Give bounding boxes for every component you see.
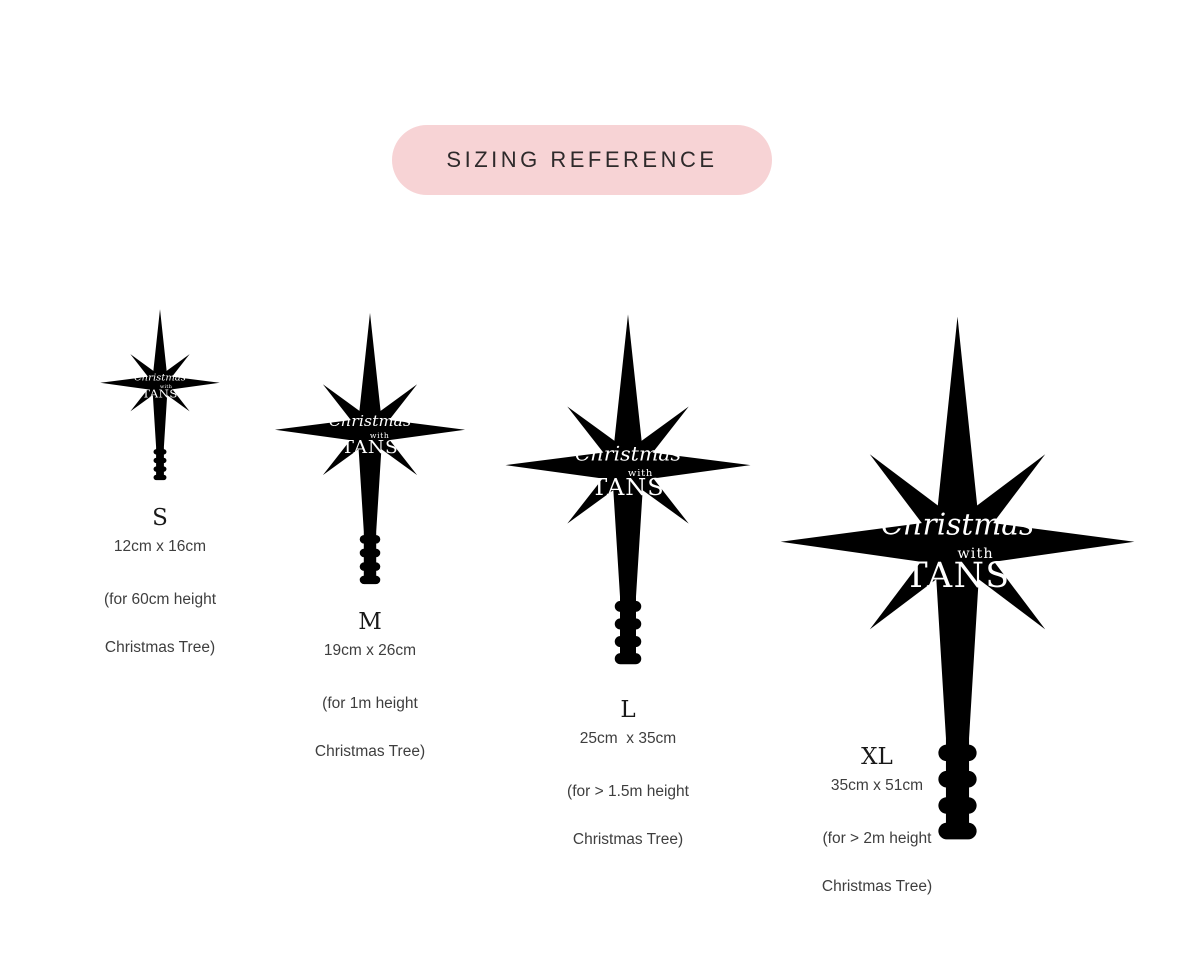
logo-christmas-text: Christmas [134,373,186,384]
size-note-line2: Christmas Tree) [104,639,216,656]
logo-with-text: with [628,468,653,479]
logo-christmas-text: Christmas [329,412,411,430]
size-dimensions: 25cm x 35cm [579,730,677,747]
size-m-label-block: M 19cm x 26cm (for 1m height Christmas T… [260,609,480,792]
size-note-line1: (for 60cm height [104,591,216,608]
size-letter: XL [861,744,893,770]
size-note-line2: Christmas Tree) [314,743,426,760]
size-letter: M [358,609,382,635]
size-note-line1: (for > 1.5m height [567,783,689,800]
logo-christmas-text: Christmas [575,442,681,466]
size-dimensions: 19cm x 26cm [323,642,417,659]
logo-tans-text: TANS [142,387,178,401]
sizing-reference-badge: SIZING REFERENCE [392,125,772,195]
size-xl-label-block: XL 35cm x 51cm (for > 2m height Christma… [767,744,987,927]
logo-christmas-text: Christmas [881,508,1034,542]
star-topper-m-icon: Christmas with TANS [274,312,466,585]
logo-with-text: with [370,431,390,440]
size-note-line2: Christmas Tree) [821,878,933,895]
size-note-line1: (for 1m height [322,695,418,712]
page-title: SIZING REFERENCE [446,147,718,172]
size-dimensions: 35cm x 51cm [830,777,924,794]
logo-tans-text: TANS [591,474,664,501]
size-dimensions: 12cm x 16cm [113,538,207,555]
size-l-label-block: L 25cm x 35cm (for > 1.5m height Christm… [518,697,738,880]
size-letter: L [620,697,636,723]
star-topper-l-icon: Christmas with TANS [505,314,751,665]
size-note-line1: (for > 2m height [822,830,932,847]
size-letter: S [152,505,168,531]
logo-tans-text: TANS [342,437,399,458]
size-s-label-block: S 12cm x 16cm (for 60cm height Christmas… [50,505,270,688]
star-topper-s-icon: Christmas with TANS [100,309,220,481]
size-note-line2: Christmas Tree) [572,831,684,848]
logo-with-text: with [160,384,172,390]
logo-with-text: with [957,546,993,562]
logo-tans-text: TANS [904,556,1010,596]
star-topper-xl-icon: Christmas with TANS [780,316,1135,840]
